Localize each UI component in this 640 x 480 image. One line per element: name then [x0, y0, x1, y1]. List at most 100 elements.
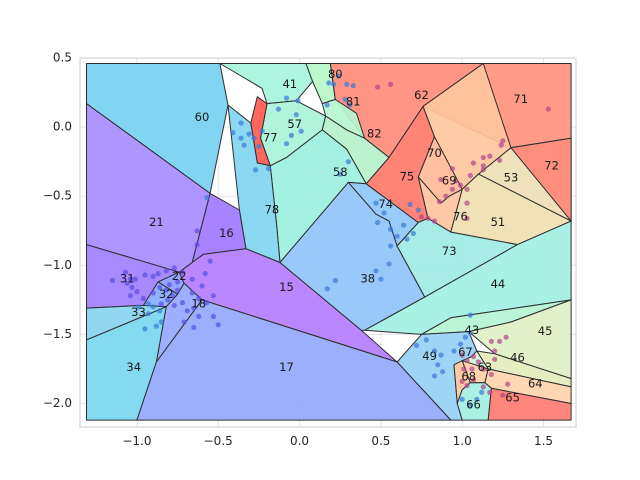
data-point — [266, 166, 272, 172]
region-label-15: 15 — [279, 280, 294, 294]
region-label-33: 33 — [131, 305, 146, 319]
data-point — [467, 402, 473, 408]
region-60 — [86, 63, 229, 194]
data-point — [347, 102, 353, 108]
data-point — [283, 95, 290, 101]
data-point — [155, 271, 161, 277]
data-point — [336, 73, 342, 79]
data-point — [145, 311, 151, 317]
region-label-44: 44 — [491, 277, 506, 291]
data-point — [191, 324, 197, 331]
plot-frame — [79, 57, 577, 428]
data-point — [500, 138, 506, 144]
region-label-70: 70 — [427, 146, 442, 160]
data-point — [210, 313, 216, 319]
y-axis-ticks: 0.5 0.0 −0.5 −1.0 −1.5 −2.0 — [43, 51, 72, 411]
data-point — [386, 261, 392, 267]
data-point — [230, 130, 236, 136]
region-label-31: 31 — [120, 272, 135, 286]
data-point — [163, 268, 169, 274]
data-point — [480, 167, 486, 173]
region-label-63: 63 — [478, 360, 493, 374]
data-point — [345, 159, 351, 165]
data-point — [142, 272, 148, 278]
data-point — [449, 186, 455, 192]
data-point — [256, 143, 262, 149]
data-point — [158, 319, 164, 325]
data-point — [298, 128, 304, 134]
data-point — [140, 295, 146, 302]
data-point — [196, 295, 202, 302]
data-point — [191, 305, 197, 311]
region-label-57: 57 — [287, 117, 302, 131]
region-label-74: 74 — [378, 197, 393, 211]
data-point — [171, 302, 177, 308]
region-label-64: 64 — [528, 377, 543, 391]
data-point — [150, 290, 156, 296]
data-point — [253, 167, 259, 173]
data-point — [344, 81, 350, 87]
data-point — [210, 293, 216, 299]
data-point — [503, 334, 509, 340]
x-tick-label: −0.5 — [204, 434, 233, 448]
data-point — [451, 348, 457, 354]
data-point — [246, 131, 252, 137]
data-point — [480, 384, 486, 390]
data-point — [464, 215, 470, 221]
region-45 — [468, 299, 572, 380]
data-point — [194, 242, 200, 248]
region-label-38: 38 — [360, 272, 375, 286]
region-label-16: 16 — [219, 226, 234, 240]
data-point — [464, 186, 470, 192]
data-point — [414, 342, 420, 349]
data-point — [331, 81, 337, 87]
data-point — [431, 218, 438, 224]
region-label-81: 81 — [346, 95, 361, 109]
region-label-41: 41 — [282, 77, 297, 91]
data-point — [194, 228, 200, 234]
scatter-points — [109, 73, 552, 408]
x-tick-label: 1.5 — [534, 434, 553, 448]
data-point — [545, 106, 552, 112]
data-point — [350, 83, 356, 89]
data-point — [251, 135, 257, 141]
data-point — [505, 381, 511, 387]
data-point — [295, 98, 301, 104]
region-label-17: 17 — [279, 360, 294, 374]
data-point — [457, 182, 464, 188]
data-point — [207, 258, 213, 264]
y-tick-label: 0.5 — [53, 51, 72, 65]
x-tick-label: −1.0 — [122, 434, 151, 448]
data-point — [150, 273, 156, 279]
data-point — [500, 392, 506, 398]
data-point — [204, 195, 210, 201]
region-label-80: 80 — [328, 67, 343, 81]
region-label-66: 66 — [466, 397, 481, 411]
region-72 — [510, 137, 572, 222]
region-label-71: 71 — [513, 92, 528, 106]
region-label-65: 65 — [505, 391, 520, 405]
data-point — [497, 338, 503, 344]
data-point — [288, 132, 294, 138]
data-point — [373, 268, 379, 274]
data-point — [464, 382, 470, 389]
data-point — [175, 279, 181, 285]
region-label-51: 51 — [491, 215, 506, 229]
data-point — [202, 271, 208, 277]
region-label-62: 62 — [414, 88, 429, 102]
region-label-75: 75 — [400, 169, 415, 183]
data-point — [459, 352, 465, 358]
data-point — [497, 157, 503, 163]
data-point — [470, 377, 477, 383]
data-point — [127, 276, 133, 282]
data-point — [407, 201, 413, 208]
data-point — [378, 276, 384, 282]
data-point — [238, 135, 244, 141]
data-point — [124, 280, 130, 286]
data-point — [404, 236, 410, 242]
data-point — [435, 362, 441, 368]
data-point — [479, 389, 485, 395]
data-point — [179, 300, 186, 306]
data-point — [175, 287, 181, 293]
y-tick-label: 0.0 — [53, 120, 72, 134]
